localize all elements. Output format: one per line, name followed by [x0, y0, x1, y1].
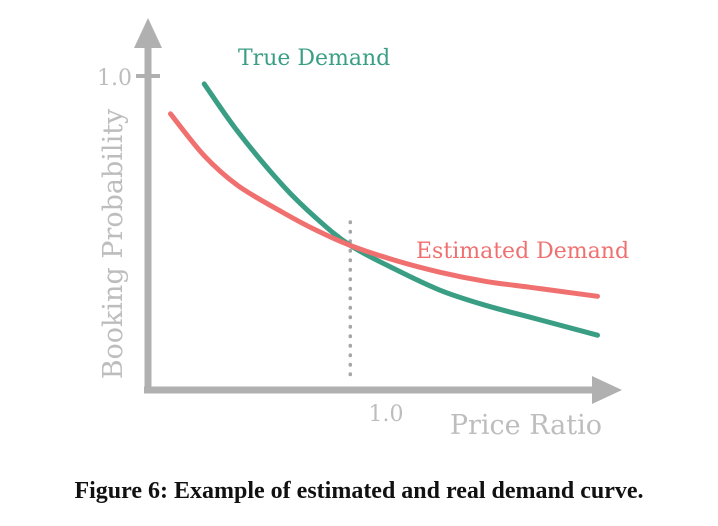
y-axis-arrow [134, 18, 162, 48]
x-tick-label: 1.0 [369, 402, 404, 427]
legend-label-true-demand: True Demand [238, 46, 390, 71]
x-axis-label: Price Ratio [450, 410, 602, 441]
demand-chart: 1.0 Booking Probability 1.0 Price Ratio … [97, 18, 629, 441]
y-tick-label: 1.0 [97, 66, 132, 91]
x-axis: 1.0 Price Ratio [144, 376, 622, 441]
legend-label-estimated-demand: Estimated Demand [416, 239, 629, 264]
series-line-true-demand [201, 81, 600, 338]
figure-caption: Figure 6: Example of estimated and real … [74, 478, 644, 504]
series-line-estimated-demand [168, 111, 600, 299]
y-axis: 1.0 Booking Probability [97, 18, 162, 392]
x-axis-arrow [592, 376, 622, 404]
y-axis-label: Booking Probability [98, 108, 129, 379]
